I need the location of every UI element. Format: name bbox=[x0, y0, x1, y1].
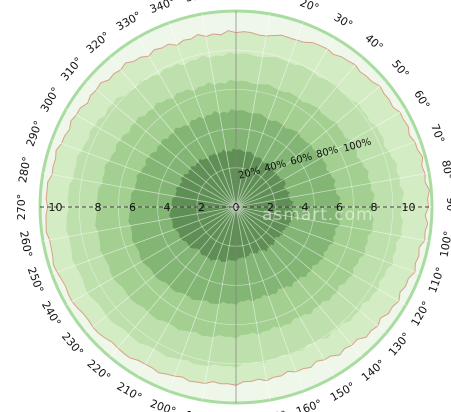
grid-spoke bbox=[235, 206, 387, 334]
angle-tick-label: 110° bbox=[426, 265, 447, 294]
angle-tick-label: 270° bbox=[15, 194, 28, 221]
grid-spoke bbox=[235, 108, 406, 208]
radial-tick-label: 8 bbox=[371, 201, 378, 214]
grid-spoke bbox=[235, 206, 335, 377]
grid-spoke bbox=[235, 22, 304, 208]
angle-tick-label: 40° bbox=[362, 31, 385, 53]
radial-tick-label: 10 bbox=[49, 201, 63, 214]
grid-spoke bbox=[137, 206, 237, 377]
angle-tick-label: 50° bbox=[389, 57, 411, 80]
radial-tick-label: 2 bbox=[267, 201, 274, 214]
angle-tick-label: 170° bbox=[259, 409, 287, 412]
angle-tick-label: 120° bbox=[409, 299, 434, 328]
angle-tick-label: 260° bbox=[17, 230, 34, 258]
grid-spoke bbox=[235, 206, 406, 306]
angle-tick-label: 250° bbox=[25, 265, 46, 294]
angle-tick-label: 130° bbox=[386, 330, 413, 359]
angle-tick-label: 160° bbox=[294, 397, 323, 412]
angle-tick-label: 100° bbox=[438, 230, 451, 258]
grid-spoke bbox=[235, 56, 363, 208]
angle-tick-label: 30° bbox=[332, 11, 355, 32]
angle-tick-label: 280° bbox=[16, 156, 33, 184]
angle-tick-label: 140° bbox=[359, 357, 388, 384]
angle-tick-label: 310° bbox=[58, 55, 85, 84]
grid-spoke bbox=[137, 37, 237, 208]
angle-tick-label: 230° bbox=[59, 330, 86, 359]
angle-tick-label: 240° bbox=[39, 299, 64, 328]
grid-spoke bbox=[235, 172, 430, 208]
angle-tick-label: 20° bbox=[298, 0, 321, 15]
angle-tick-label: 80° bbox=[439, 159, 451, 180]
grid-spoke bbox=[168, 22, 237, 208]
grid-spoke bbox=[201, 206, 237, 401]
grid-spoke bbox=[85, 80, 237, 208]
grid-spoke bbox=[42, 172, 237, 208]
angle-tick-label: 70° bbox=[428, 122, 447, 145]
angle-tick-label: 300° bbox=[38, 85, 63, 114]
grid-spoke bbox=[66, 108, 237, 208]
radial-tick-label: 4 bbox=[164, 201, 171, 214]
angle-tick-label: 60° bbox=[411, 88, 432, 111]
radial-tick-label: 6 bbox=[129, 201, 136, 214]
grid-spoke bbox=[235, 206, 304, 392]
radial-tick-label: 6 bbox=[336, 201, 343, 214]
grid-spoke bbox=[168, 206, 237, 392]
grid-spoke bbox=[235, 80, 387, 208]
grid-spoke bbox=[51, 139, 237, 208]
grid-spoke bbox=[235, 206, 363, 358]
grid-spoke bbox=[235, 139, 421, 208]
angle-tick-label: 190° bbox=[185, 409, 213, 412]
grid-spoke bbox=[235, 206, 421, 275]
grid-spoke bbox=[235, 37, 335, 208]
angle-tick-label: 320° bbox=[84, 29, 113, 56]
grid-spoke bbox=[66, 206, 237, 306]
angle-tick-label: 350° bbox=[185, 0, 213, 5]
grid-spoke bbox=[235, 13, 271, 208]
grid-spoke bbox=[235, 206, 271, 401]
grid-spoke bbox=[51, 206, 237, 275]
radial-tick-label: 4 bbox=[302, 201, 309, 214]
angle-tick-label: 150° bbox=[328, 380, 357, 405]
radial-tick-label: 2 bbox=[198, 201, 205, 214]
radial-tick-label: 8 bbox=[95, 201, 102, 214]
angle-tick-label: 340° bbox=[148, 0, 177, 16]
radial-tick-label: 10 bbox=[402, 201, 416, 214]
grid-spoke bbox=[42, 206, 237, 242]
angle-tick-label: 220° bbox=[84, 357, 113, 384]
angle-tick-label: 290° bbox=[24, 119, 45, 148]
radial-tick-labels: 0 2 4 6 8 10 10 8 6 4 2 bbox=[49, 201, 416, 214]
radial-tick-label: 0 bbox=[233, 201, 240, 214]
angle-tick-label: 210° bbox=[115, 380, 144, 405]
grid-spoke bbox=[201, 13, 237, 208]
chart-axes bbox=[40, 11, 432, 403]
angle-tick-label: 90° bbox=[444, 197, 451, 217]
watermark-text: asmart.com bbox=[262, 205, 374, 225]
grid-spoke bbox=[109, 56, 237, 208]
grid-spoke bbox=[235, 206, 430, 242]
grid-spoke bbox=[109, 206, 237, 358]
angle-tick-label: 10° bbox=[263, 0, 284, 4]
grid-spoke bbox=[85, 206, 237, 334]
angle-tick-label: 330° bbox=[114, 9, 143, 34]
angle-tick-label: 200° bbox=[148, 397, 177, 412]
